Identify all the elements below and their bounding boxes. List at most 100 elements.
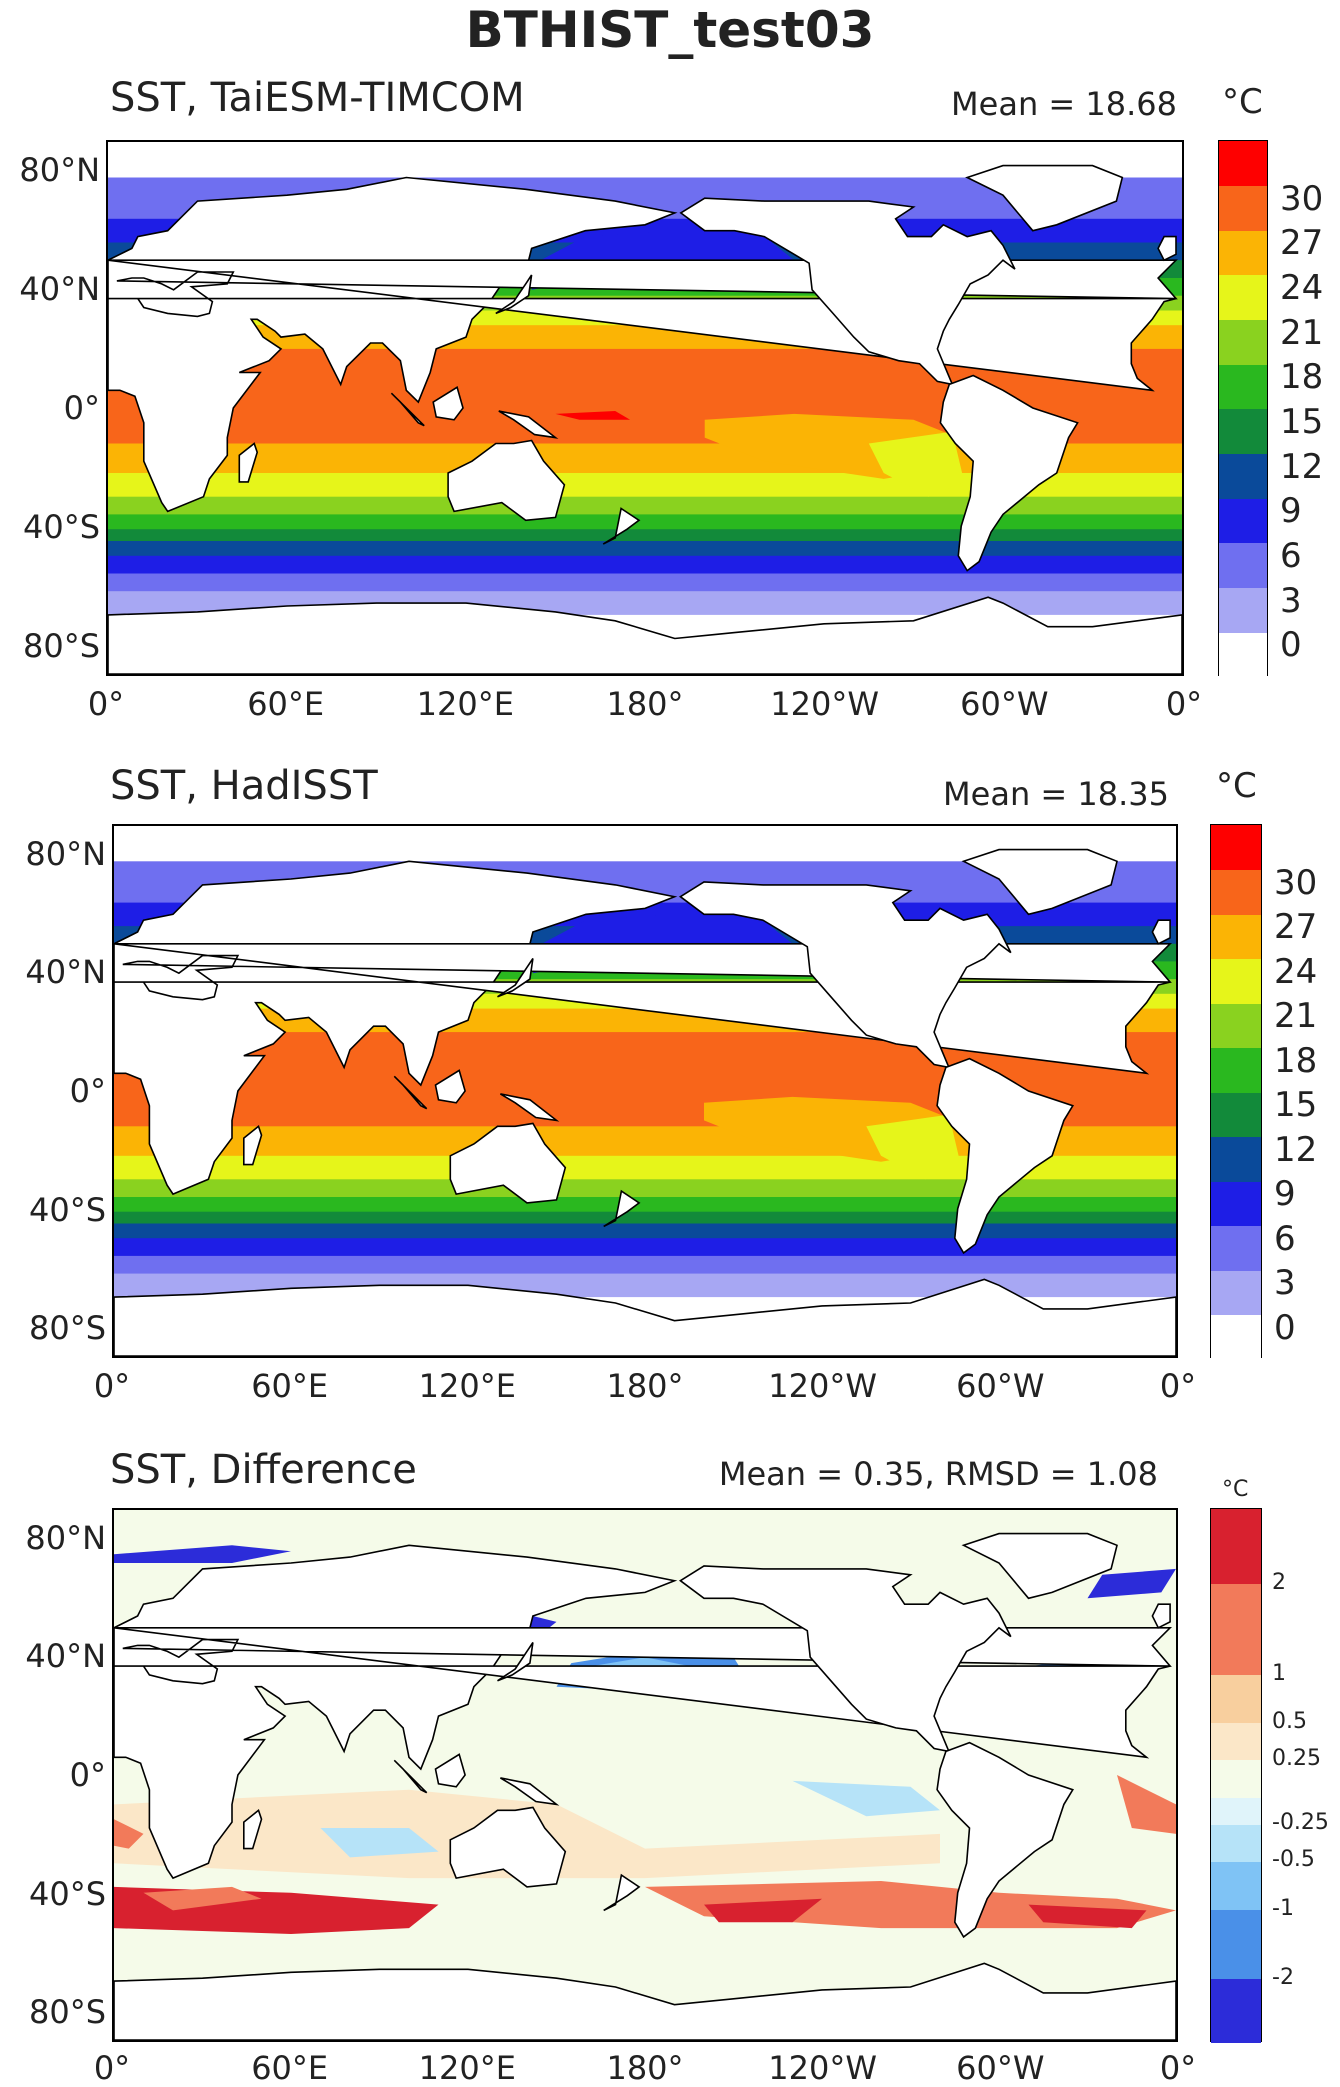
colorbar-swatch [1211, 1909, 1261, 1980]
colorbar [1210, 1508, 1262, 2044]
difference-region [704, 1898, 822, 1923]
sst-difference-map [114, 1510, 1176, 2040]
colorbar-label: 6 [1280, 536, 1302, 576]
colorbar-swatch [1211, 1722, 1261, 1761]
difference-region [792, 1780, 940, 1817]
lon-tick-label: 120°W [770, 685, 880, 723]
colorbar-swatch [1211, 1003, 1261, 1048]
difference-region [1028, 1904, 1147, 1929]
colorbar-swatch [1219, 319, 1267, 365]
lon-tick-label: 0° [1159, 1367, 1197, 1405]
lon-tick-label: 120°E [418, 1367, 516, 1405]
difference-region [114, 1545, 291, 1563]
panel-stats: Mean = 0.35, RMSD = 1.08 [718, 1455, 1158, 1493]
lon-tick-label: 120°W [768, 1367, 878, 1405]
continent-outline [965, 164, 1124, 232]
colorbar-swatch [1211, 958, 1261, 1004]
lat-tick-label: 40°S [28, 1874, 106, 1913]
continent-outline [497, 958, 534, 998]
lon-tick-label: 180° [606, 685, 684, 723]
sst-band [114, 1238, 1176, 1257]
lon-tick-label: 120°W [768, 2049, 878, 2087]
difference-region [143, 1886, 262, 1911]
colorbar-label: 3 [1280, 580, 1302, 621]
lat-tick-label: 80°S [28, 1993, 106, 2032]
sst-band [114, 1197, 1176, 1213]
panel-title: SST, HadISST [110, 763, 378, 809]
difference-region [1117, 1775, 1176, 1834]
continent-outline [498, 410, 559, 439]
continent-outline [393, 1075, 428, 1110]
continent-outline [243, 1124, 263, 1166]
panel-mean: Mean = 18.68 [951, 85, 1177, 123]
continent-outline [678, 1565, 1012, 1753]
colorbar [1210, 824, 1262, 1360]
continent-outline [390, 392, 425, 427]
continent-outline [961, 1532, 1118, 1600]
lat-tick-label: 80°S [22, 627, 100, 666]
sst-band [108, 529, 1182, 542]
colorbar-label: 27 [1274, 907, 1318, 947]
colorbar-label: 15 [1280, 402, 1324, 442]
colorbar-label: 6 [1274, 1218, 1296, 1259]
lat-tick-label: 0° [69, 1072, 106, 1110]
map-plot [112, 824, 1178, 1358]
colorbar-label: 30 [1274, 862, 1318, 903]
lon-tick-label: 60°W [960, 685, 1049, 723]
difference-region [320, 1828, 439, 1858]
continent-outline [108, 596, 1182, 674]
colorbar-swatch [1211, 914, 1261, 959]
continent-outline [1157, 235, 1177, 262]
colorbar-label: 21 [1280, 312, 1324, 353]
lon-tick-label: 0° [93, 2049, 131, 2087]
continent-outline [1151, 919, 1171, 945]
continent-outline [936, 1741, 1075, 1939]
colorbar-swatch [1219, 543, 1267, 589]
colorbar-swatch [1211, 1047, 1261, 1093]
colorbar-unit: °C [1222, 82, 1263, 122]
lon-tick-label: 60°E [251, 2049, 329, 2087]
colorbar-label: 1 [1272, 1660, 1286, 1686]
colorbar-unit: °C [1222, 1477, 1249, 1502]
lon-tick-label: 120°E [418, 2049, 516, 2087]
colorbar-label: -0.5 [1272, 1847, 1315, 1873]
colorbar-label: -0.25 [1272, 1810, 1329, 1836]
colorbar-label: 30 [1280, 178, 1324, 219]
sst-map [114, 826, 1176, 1356]
continent-outline [243, 1808, 263, 1850]
lon-tick-label: 0° [93, 1367, 131, 1405]
sst-band [108, 573, 1182, 592]
colorbar-label: 12 [1274, 1129, 1318, 1170]
cold-tongue [866, 1114, 961, 1180]
colorbar-swatch [1211, 1978, 1261, 2044]
difference-region [1087, 1568, 1176, 1599]
panel-mean: Mean = 18.35 [943, 775, 1169, 813]
colorbar-label: -2 [1272, 1964, 1294, 1990]
lat-tick-label: 40°N [25, 953, 106, 992]
colorbar-label: 27 [1280, 223, 1324, 264]
lon-tick-label: 0° [1159, 2049, 1197, 2087]
panel-title: SST, TaiESM-TIMCOM [110, 75, 525, 121]
colorbar-label: 0.5 [1272, 1708, 1307, 1734]
colorbar [1218, 140, 1268, 678]
colorbar-label: 0 [1280, 625, 1302, 666]
continent-outline [238, 442, 259, 483]
colorbar-label: 9 [1274, 1174, 1296, 1214]
colorbar-label: 15 [1274, 1085, 1318, 1125]
colorbar-swatch [1219, 453, 1267, 499]
lat-tick-label: 0° [63, 389, 100, 427]
colorbar-swatch [1211, 1759, 1261, 1798]
colorbar-swatch [1219, 141, 1267, 187]
colorbar-swatch [1211, 1583, 1261, 1676]
colorbar-label: 21 [1274, 996, 1318, 1036]
colorbar-label: 3 [1274, 1263, 1296, 1303]
continent-outline [499, 1777, 560, 1806]
sst-band [114, 1211, 1176, 1225]
lat-tick-label: 80°N [25, 834, 106, 873]
continent-outline [936, 1057, 1075, 1255]
lat-tick-label: 40°N [19, 269, 100, 308]
continent-outline [1151, 1603, 1171, 1629]
continent-outline [434, 1753, 466, 1788]
continent-outline [114, 1278, 1176, 1356]
lon-tick-label: 0° [1165, 685, 1203, 723]
